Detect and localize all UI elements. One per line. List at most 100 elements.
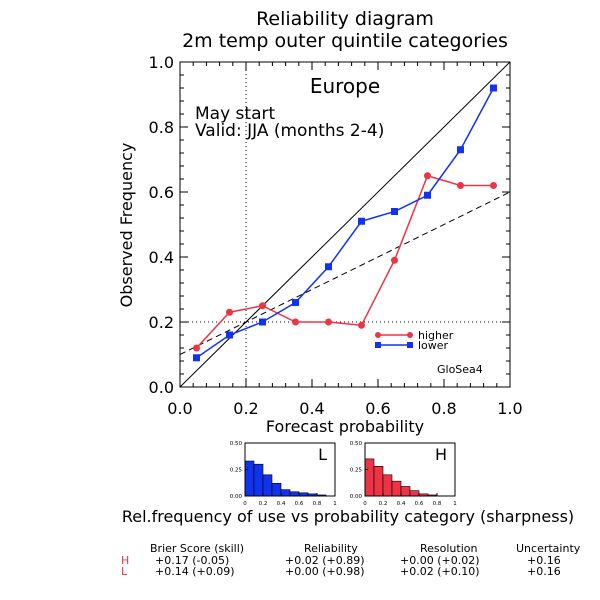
- point-higher: [358, 321, 365, 329]
- y-tick-label: 0.6: [149, 183, 174, 202]
- x-tick-label: 1.0: [497, 399, 522, 418]
- sharpness-bar: [280, 489, 291, 497]
- sharpness-bar: [409, 490, 420, 497]
- sharpness-x-tick-label: 0.4: [277, 501, 286, 507]
- region-label: Europe: [310, 74, 380, 98]
- point-lower: [325, 263, 332, 271]
- sharpness-x-tick-label: 0.8: [313, 501, 322, 507]
- sharpness-bar: [244, 460, 255, 497]
- x-tick-label: 0.8: [431, 399, 456, 418]
- sharpness-bar: [262, 474, 273, 497]
- sharpness-y-tick-label: 0.25: [350, 468, 363, 474]
- point-higher: [424, 172, 431, 180]
- sharpness-x-tick-label: 0: [363, 501, 367, 507]
- series-line-higher: [195, 174, 494, 349]
- sharpness-bar: [253, 463, 264, 497]
- y-axis-label: Observed Frequency: [117, 143, 136, 308]
- chart-title-line-1: Reliability diagram: [256, 8, 434, 30]
- sharpness-x-tick-label: 0: [243, 501, 247, 507]
- score-resolution-l: +0.02 (+0.10): [400, 565, 480, 578]
- y-axis: 0.0 0.2 0.4 0.6 0.8 1.0: [149, 53, 510, 397]
- score-brier-l: +0.14 (+0.09): [155, 565, 235, 578]
- sharpness-x-tick-label: 0.2: [379, 501, 388, 507]
- sharpness-panel-H: 0.00 0.25 0.50 0 0.2 0.4 0.6 0.8 1 H: [350, 441, 457, 507]
- x-tick-label: 0.6: [365, 399, 390, 418]
- x-axis: 0.0 0.2 0.4 0.6 0.8 1.0: [167, 62, 523, 418]
- score-header-reliability: Reliability: [304, 542, 358, 555]
- sharpness-y-tick-label: 0.00: [350, 494, 363, 500]
- point-higher: [325, 318, 332, 326]
- sharpness-panel-L: 0.00 0.25 0.50 0 0.2 0.4 0.6 0.8 1 L: [230, 441, 337, 507]
- series-line-lower: [196, 87, 495, 359]
- score-resolution-h: +0.00 (+0.02): [400, 554, 480, 567]
- y-tick-label: 0.0: [149, 378, 174, 397]
- point-higher: [292, 318, 299, 326]
- sharpness-y-tick-label: 0.00: [230, 494, 243, 500]
- score-header-brier: Brier Score (skill): [150, 542, 245, 555]
- legend-marker-lower: [407, 342, 413, 348]
- sharpness-x-tick-label: 1: [333, 501, 337, 507]
- legend-label-lower: lower: [418, 339, 449, 352]
- point-lower: [457, 146, 464, 154]
- score-row-label-h: H: [121, 554, 130, 567]
- sharpness-bar: [289, 491, 300, 497]
- point-higher: [490, 182, 497, 189]
- sharpness-bar: [373, 466, 384, 497]
- model-label: GloSea4: [437, 363, 483, 376]
- sharpness-bar: [400, 486, 411, 497]
- point-lower: [193, 354, 200, 362]
- sharpness-x-tick-label: 1: [453, 501, 457, 507]
- sharpness-x-tick-label: 0.6: [295, 501, 304, 507]
- sharpness-x-tick-label: 0.2: [259, 501, 268, 507]
- chart-title-line-2: 2m temp outer quintile categories: [182, 30, 508, 52]
- plot-frame: [179, 61, 511, 388]
- score-brier-h: +0.17 (-0.05): [155, 554, 230, 567]
- point-higher: [391, 256, 398, 264]
- sharpness-panel-label: H: [435, 445, 447, 464]
- sharpness-x-tick-label: 0.4: [397, 501, 406, 507]
- score-header-resolution: Resolution: [420, 542, 478, 555]
- sharpness-x-tick-label: 0.8: [433, 501, 442, 507]
- sharpness-bar: [364, 458, 375, 497]
- valid-label: Valid: JJA (months 2-4): [195, 121, 384, 141]
- score-table: Brier Score (skill) Reliability Resoluti…: [0, 543, 600, 583]
- point-lower: [292, 299, 299, 306]
- point-higher: [226, 308, 233, 316]
- sharpness-bar: [271, 482, 282, 497]
- sharpness-bar: [391, 480, 402, 497]
- point-higher: [457, 182, 464, 189]
- score-uncertainty-h: +0.16: [527, 554, 561, 567]
- legend-marker-lower: [375, 342, 381, 348]
- x-tick-label: 0.0: [167, 399, 192, 418]
- point-lower: [391, 208, 398, 215]
- sharpness-y-tick-label: 0.50: [350, 441, 363, 447]
- point-lower: [490, 84, 497, 92]
- x-tick-label: 0.2: [233, 399, 258, 418]
- sharpness-bar: [382, 474, 393, 497]
- score-header-uncertainty: Uncertainty: [516, 542, 581, 555]
- legend-marker-higher: [375, 332, 381, 338]
- sharpness-y-tick-label: 0.25: [230, 468, 243, 474]
- sharpness-panel-label: L: [318, 445, 327, 464]
- score-uncertainty-l: +0.16: [527, 565, 561, 578]
- legend-label-higher: higher: [418, 329, 454, 342]
- sharpness-y-tick-label: 0.50: [230, 441, 243, 447]
- score-reliability-l: +0.00 (+0.98): [285, 565, 365, 578]
- y-tick-label: 0.4: [149, 248, 174, 267]
- sharpness-x-tick-label: 0.6: [415, 501, 424, 507]
- point-lower: [259, 318, 266, 326]
- series-group: [193, 84, 497, 362]
- start-label: May start: [195, 104, 275, 124]
- y-tick-label: 0.8: [149, 118, 174, 137]
- point-lower: [424, 191, 431, 199]
- score-row-label-l: L: [121, 565, 128, 578]
- x-tick-label: 0.4: [299, 399, 324, 418]
- sharpness-caption: Rel.frequency of use vs probability cate…: [122, 507, 574, 526]
- point-lower: [226, 331, 233, 339]
- sharpness-panels: 0.000.250.500 0.2 0.4 0.6 0.8 1L0.000.250.500…: [230, 441, 457, 507]
- y-tick-label: 0.2: [149, 313, 174, 332]
- point-lower: [358, 217, 365, 225]
- legend-marker-higher: [407, 332, 413, 338]
